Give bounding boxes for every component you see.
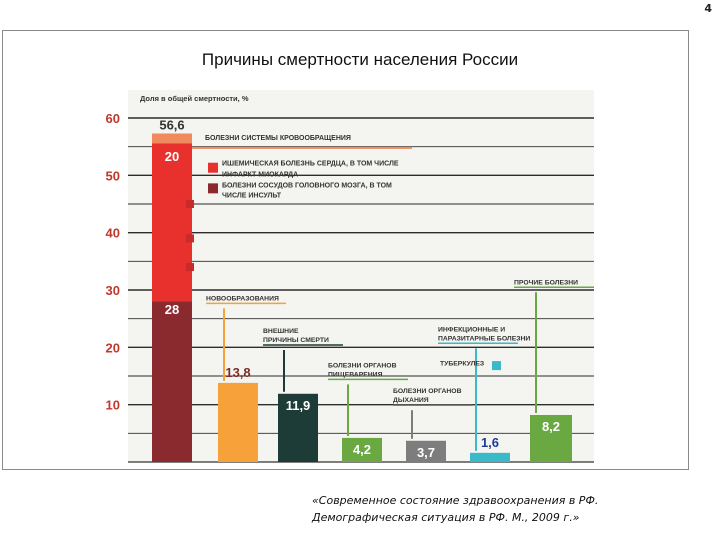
category-label: БОЛЕЗНИ ОРГАНОВ <box>393 388 462 395</box>
bar-value-label: 3,7 <box>417 445 435 460</box>
legend-label-cerebro-2: ЧИСЛЕ ИНСУЛЬТ <box>222 193 282 200</box>
bar-notch <box>186 263 194 272</box>
segment-label-cerebrovascular: 28 <box>165 302 179 317</box>
bar-value-label: 13,8 <box>225 365 250 380</box>
source-line-1: «Современное состояние здравоохранения в… <box>312 494 599 507</box>
bar <box>406 440 446 462</box>
category-label: ПРОЧИЕ БОЛЕЗНИ <box>514 279 578 286</box>
bar-segment-ischemic <box>152 137 192 302</box>
category-label: ПИЩЕВАРЕНИЯ <box>328 371 383 378</box>
legend-label-cerebro-1: БОЛЕЗНИ СОСУДОВ ГОЛОВНОГО МОЗГА, В ТОМ <box>222 182 392 189</box>
legend-label-ischemic-1: ИШЕМИЧЕСКАЯ БОЛЕЗНЬ СЕРДЦА, В ТОМ ЧИСЛЕ <box>222 161 399 168</box>
source-line-2: Демографическая ситуация в РФ. М., 2009 … <box>312 511 580 524</box>
slide-title: Причины смертности населения России <box>201 50 519 69</box>
page-number: 4 <box>704 2 712 15</box>
y-tick-label: 60 <box>106 111 120 126</box>
y-tick-label: 10 <box>106 398 120 413</box>
y-tick-label: 50 <box>106 168 120 183</box>
source-citation: «Современное состояние здравоохранения в… <box>312 492 692 526</box>
legend-label-circulatory: БОЛЕЗНИ СИСТЕМЫ КРОВООБРАЩЕНИЯ <box>205 135 351 142</box>
y-tick-label: 40 <box>106 226 120 241</box>
bar <box>342 437 382 462</box>
tuberculosis-marker <box>492 361 501 371</box>
bar <box>278 393 318 462</box>
bar <box>470 452 510 462</box>
category-label: ДЫХАНИЯ <box>393 397 429 404</box>
bar-notch <box>186 234 194 243</box>
bar <box>218 382 258 462</box>
legend-swatch-cerebrovascular <box>208 183 218 194</box>
category-label: НОВООБРАЗОВАНИЯ <box>206 295 279 302</box>
y-tick-label: 20 <box>106 340 120 355</box>
bar-segment-cerebrovascular <box>152 301 192 462</box>
bar-value-label: 1,6 <box>481 435 499 450</box>
category-label: ПРИЧИНЫ СМЕРТИ <box>263 337 329 344</box>
category-label: БОЛЕЗНИ ОРГАНОВ <box>328 362 397 369</box>
y-axis-label: Доля в общей смертности, % <box>140 94 249 103</box>
category-label: ИНФЕКЦИОННЫЕ И <box>438 326 505 333</box>
bar-segment-total-cap <box>152 133 192 144</box>
tuberculosis-label: ТУБЕРКУЛЕЗ <box>440 361 484 368</box>
plot-background <box>128 90 594 462</box>
segment-label-ischemic: 20 <box>165 149 179 164</box>
bar-value-label: 11,9 <box>286 398 311 413</box>
bar-notch <box>186 200 194 208</box>
bar-value-label-total: 56,6 <box>159 117 184 132</box>
bar <box>530 414 572 462</box>
bar-value-label: 4,2 <box>353 442 371 457</box>
y-tick-label: 30 <box>106 283 120 298</box>
legend-label-ischemic-2: ИНФАРКТ МИОКАРДА <box>222 171 298 178</box>
category-label: ПАРАЗИТАРНЫЕ БОЛЕЗНИ <box>438 335 530 342</box>
bar-value-label: 8,2 <box>542 419 560 434</box>
legend-swatch-ischemic <box>208 162 218 173</box>
category-label: ВНЕШНИЕ <box>263 328 299 335</box>
